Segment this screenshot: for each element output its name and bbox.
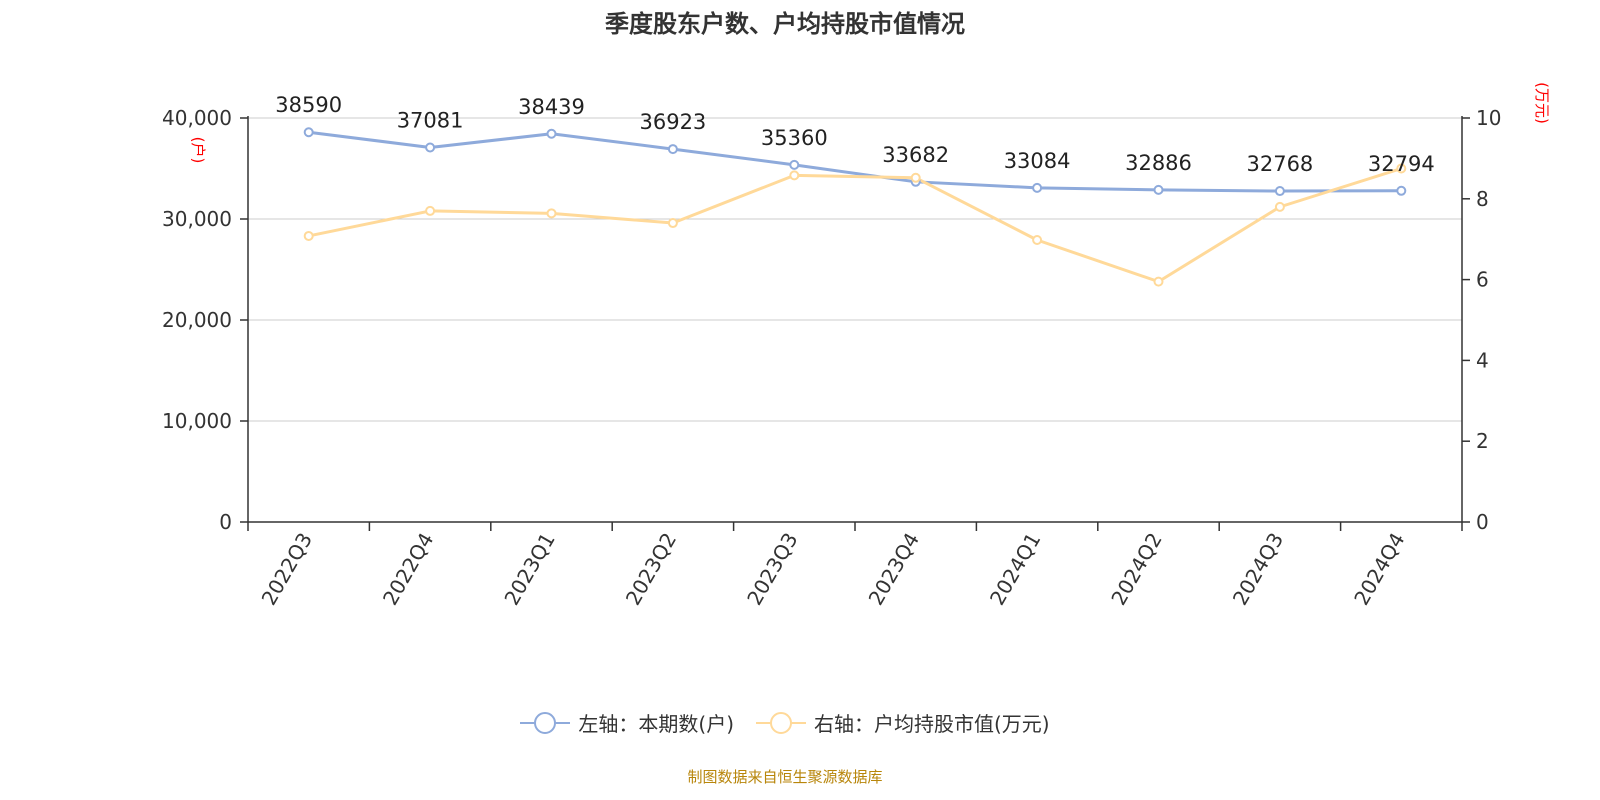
data-label-households: 32768: [1246, 152, 1313, 176]
left-axis-tick-label: 40,000: [162, 106, 232, 130]
data-point-market-value: [303, 230, 314, 241]
x-axis-tick-label: 2024Q2: [1106, 529, 1166, 610]
x-axis-tick-label: 2023Q4: [864, 529, 924, 610]
chart-title: 季度股东户数、户均持股市值情况: [605, 10, 965, 38]
data-label-households: 32886: [1125, 151, 1192, 175]
data-point-households: [1032, 182, 1043, 193]
data-point-market-value: [789, 170, 800, 181]
legend-marker-yellow: [756, 711, 806, 734]
data-point-market-value: [910, 172, 921, 183]
data-label-households: 38439: [518, 95, 585, 119]
data-point-households: [667, 144, 678, 155]
data-point-households: [1396, 185, 1407, 196]
legend: 左轴：本期数(户) 右轴：户均持股市值(万元): [0, 708, 1570, 737]
data-point-households: [1153, 184, 1164, 195]
data-point-market-value: [667, 218, 678, 229]
data-label-households: 35360: [761, 126, 828, 150]
data-label-households: 36923: [639, 110, 706, 134]
x-axis-tick-label: 2024Q4: [1349, 529, 1409, 610]
legend-label-market-value: 右轴：户均持股市值(万元): [814, 712, 1050, 736]
x-axis-tick-label: 2023Q2: [621, 529, 681, 610]
legend-label-households: 左轴：本期数(户): [578, 712, 734, 736]
right-axis-tick-label: 0: [1476, 510, 1489, 534]
series-line-households: [308, 130, 1402, 193]
data-point-market-value: [425, 205, 436, 216]
data-point-households: [425, 142, 436, 153]
right-axis-tick-label: 8: [1476, 187, 1489, 211]
series-line-market-value: [308, 167, 1402, 284]
left-axis-tick-label: 0: [219, 510, 232, 534]
source-note: 制图数据来自恒生聚源数据库: [687, 768, 883, 786]
legend-item-households[interactable]: 左轴：本期数(户): [520, 708, 734, 737]
left-axis-unit-label: (户): [189, 137, 207, 164]
data-label-households: 33682: [882, 143, 949, 167]
legend-item-market-value[interactable]: 右轴：户均持股市值(万元): [756, 708, 1050, 737]
x-axis-tick-label: 2022Q4: [378, 529, 438, 610]
data-point-households: [789, 159, 800, 170]
data-point-market-value: [546, 208, 557, 219]
right-axis-tick-label: 2: [1476, 429, 1489, 453]
right-axis-unit-label: (万元): [1533, 82, 1551, 124]
left-axis-tick-label: 20,000: [162, 308, 232, 332]
data-point-market-value: [1396, 163, 1407, 174]
left-axis-tick-label: 10,000: [162, 409, 232, 433]
data-label-households: 32794: [1368, 152, 1435, 176]
legend-marker-blue: [520, 711, 571, 734]
right-axis-tick-label: 4: [1476, 348, 1489, 372]
right-axis-tick-label: 10: [1476, 106, 1501, 130]
data-label-households: 33084: [1004, 149, 1071, 173]
data-point-households: [303, 127, 314, 138]
x-axis-tick-label: 2024Q3: [1228, 529, 1288, 610]
x-axis-tick-label: 2024Q1: [985, 529, 1045, 610]
data-label-households: 37081: [397, 108, 464, 132]
right-axis-tick-label: 6: [1476, 268, 1489, 292]
left-axis-tick-label: 30,000: [162, 207, 232, 231]
data-point-market-value: [1032, 235, 1043, 246]
data-point-households: [1274, 186, 1285, 197]
x-axis-tick-label: 2022Q3: [257, 529, 317, 610]
x-axis-tick-label: 2023Q1: [499, 529, 559, 610]
data-point-households: [546, 128, 557, 139]
data-label-households: 38590: [275, 93, 342, 117]
data-point-market-value: [1153, 276, 1164, 287]
data-point-market-value: [1274, 201, 1285, 212]
x-axis-tick-label: 2023Q3: [742, 529, 802, 610]
